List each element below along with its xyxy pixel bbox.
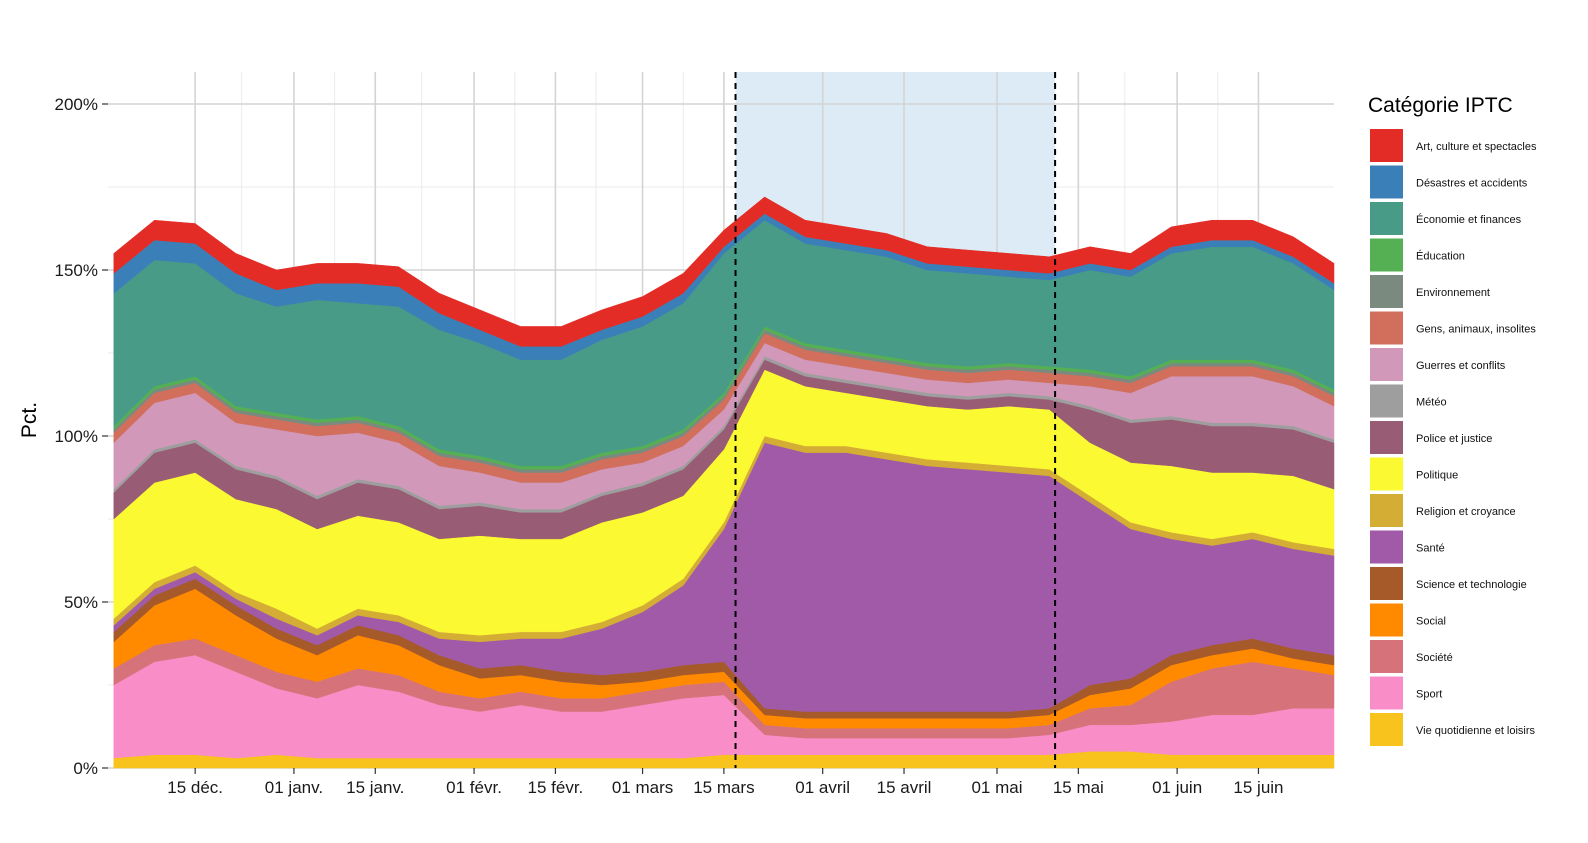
- x-tick-label: 15 févr.: [528, 778, 584, 797]
- legend-label: Météo: [1416, 397, 1447, 409]
- legend-swatch: [1370, 567, 1403, 600]
- legend-item: Sport: [1370, 676, 1442, 710]
- legend-label: Social: [1416, 616, 1446, 628]
- period-boundary-lines: [734, 72, 1057, 768]
- legend-label: Gens, animaux, insolites: [1416, 324, 1536, 336]
- legend-item: Gens, animaux, insolites: [1370, 311, 1536, 345]
- y-tick-label: 200%: [55, 95, 98, 114]
- legend-label: Police et justice: [1416, 433, 1492, 445]
- legend-label: Économie et finances: [1416, 213, 1522, 226]
- legend-swatch: [1370, 676, 1403, 710]
- y-tick-label: 100%: [55, 427, 98, 446]
- legend-swatch: [1370, 238, 1403, 272]
- legend-label: Éducation: [1416, 250, 1465, 263]
- legend-item: Météo: [1370, 384, 1447, 418]
- legend-label: Environnement: [1416, 287, 1490, 299]
- legend-swatch: [1370, 348, 1403, 381]
- x-tick-label: 01 avril: [795, 778, 850, 797]
- legend-swatch: [1370, 165, 1403, 199]
- y-tick-label: 150%: [55, 261, 98, 280]
- legend-label: Politique: [1416, 470, 1458, 482]
- legend-item: Société: [1370, 640, 1453, 673]
- legend-label: Religion et croyance: [1416, 506, 1516, 518]
- x-tick-label: 15 juin: [1233, 778, 1283, 797]
- legend-title: Catégorie IPTC: [1368, 94, 1513, 117]
- x-tick-label: 01 mars: [612, 778, 673, 797]
- legend-item: Éducation: [1370, 238, 1465, 272]
- legend-swatch: [1370, 603, 1403, 637]
- legend-label: Désastres et accidents: [1416, 178, 1528, 190]
- legend-item: Social: [1370, 603, 1446, 637]
- legend-item: Guerres et conflits: [1370, 348, 1506, 381]
- legend-swatch: [1370, 640, 1403, 673]
- x-tick-label: 15 janv.: [346, 778, 404, 797]
- x-axis: 15 déc. 01 janv. 15 janv. 01 févr. 15 févr. 0…: [167, 768, 1284, 797]
- legend-swatch: [1370, 530, 1403, 564]
- legend-swatch: [1370, 202, 1403, 235]
- area-layers: [113, 196, 1335, 769]
- legend-label: Art, culture et spectacles: [1416, 141, 1537, 153]
- x-tick-label: 15 mars: [693, 778, 754, 797]
- legend-swatch: [1370, 275, 1403, 308]
- x-tick-label: 15 avril: [877, 778, 932, 797]
- legend-item: Art, culture et spectacles: [1370, 129, 1537, 162]
- legend-label: Sport: [1416, 689, 1442, 701]
- legend-swatch: [1370, 713, 1403, 746]
- legend-label: Vie quotidienne et loisirs: [1416, 725, 1536, 737]
- legend-swatch: [1370, 311, 1403, 345]
- legend-item: Désastres et accidents: [1370, 165, 1528, 199]
- x-tick-label: 01 févr.: [446, 778, 502, 797]
- legend-swatch: [1370, 129, 1403, 162]
- legend: Catégorie IPTC Art, culture et spectacle…: [1368, 94, 1537, 746]
- legend-item: Religion et croyance: [1370, 494, 1516, 527]
- area-art-culture-et-spectacles: [113, 196, 1335, 347]
- legend-item: Environnement: [1370, 275, 1490, 308]
- y-axis: 0% 50% 100% 150% 200%: [55, 95, 108, 778]
- legend-item: Vie quotidienne et loisirs: [1370, 713, 1536, 746]
- legend-swatch: [1370, 384, 1403, 418]
- legend-item: Économie et finances: [1370, 202, 1522, 235]
- legend-label: Guerres et conflits: [1416, 360, 1506, 372]
- legend-label: Société: [1416, 652, 1453, 664]
- legend-item: Police et justice: [1370, 421, 1492, 454]
- x-tick-label: 01 janv.: [265, 778, 323, 797]
- x-tick-label: 01 mai: [971, 778, 1022, 797]
- y-tick-label: 0%: [73, 759, 98, 778]
- legend-label: Santé: [1416, 543, 1445, 555]
- y-axis-title: Pct.: [18, 402, 41, 438]
- legend-item: Santé: [1370, 530, 1445, 564]
- legend-swatch: [1370, 457, 1403, 491]
- legend-label: Science et technologie: [1416, 579, 1527, 591]
- legend-items: Art, culture et spectacles Désastres et a…: [1370, 129, 1537, 746]
- x-tick-label: 15 mai: [1053, 778, 1104, 797]
- legend-item: Science et technologie: [1370, 567, 1527, 600]
- x-tick-label: 15 déc.: [167, 778, 223, 797]
- legend-swatch: [1370, 494, 1403, 527]
- legend-item: Politique: [1370, 457, 1458, 491]
- legend-swatch: [1370, 421, 1403, 454]
- y-tick-label: 50%: [64, 593, 98, 612]
- x-tick-label: 01 juin: [1152, 778, 1202, 797]
